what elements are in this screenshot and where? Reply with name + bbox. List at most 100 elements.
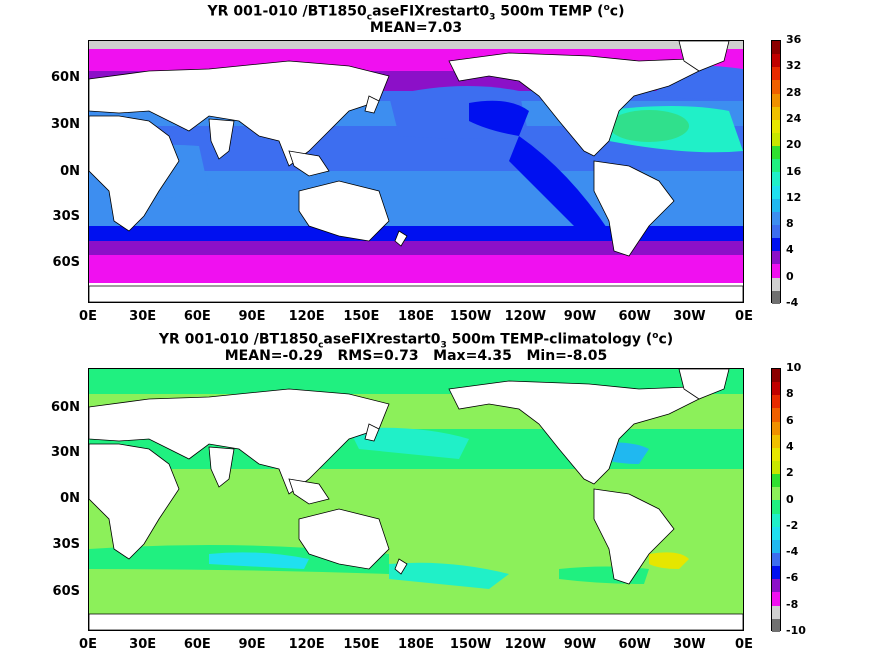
top-colorbar-segment [772, 132, 780, 147]
bottom-colorbar-segment [772, 421, 780, 435]
bottom-colorbar-label: 2 [786, 466, 794, 480]
bottom-colorbar-label: -6 [786, 571, 799, 585]
bottom-lon-label: 120E [288, 637, 325, 652]
bottom-colorbar-label: -8 [786, 597, 799, 611]
bottom-colorbar-segment [772, 618, 780, 632]
bottom-lon-label: 120W [504, 637, 547, 652]
bottom-colorbar-label: -4 [786, 545, 799, 559]
bottom-colorbar-label: 6 [786, 413, 794, 427]
top-colorbar-segment [772, 251, 780, 265]
top-colorbar-segment [772, 54, 780, 68]
top-lon-label: 120E [288, 309, 325, 324]
bottom-lon-label: 90W [563, 637, 597, 652]
bottom-colorbar-segment [772, 395, 780, 409]
top-lat-label-30s: 30S [52, 209, 80, 224]
top-map [88, 40, 744, 303]
top-colorbar-segment [772, 224, 780, 239]
top-colorbar-segment [772, 264, 780, 278]
top-lon-label: 30W [673, 309, 706, 324]
top-lon-label: 150W [449, 309, 492, 324]
bottom-lon-label: 0E [79, 637, 97, 652]
top-colorbar [771, 40, 781, 304]
top-colorbar-label: 12 [786, 190, 802, 204]
top-colorbar-label: 0 [786, 269, 794, 283]
top-colorbar-label: 24 [786, 111, 802, 125]
bottom-lat-label-60s: 60S [52, 584, 80, 599]
bottom-map-title: YR 001-010 /BT1850caseFIXrestart03 500m … [158, 331, 674, 351]
bottom-colorbar-segment [772, 460, 780, 475]
bottom-colorbar-segment [772, 382, 780, 396]
bottom-map [88, 368, 744, 631]
top-colorbar-segment [772, 198, 780, 212]
bottom-colorbar-segment [772, 552, 780, 567]
top-colorbar-segment [772, 80, 780, 94]
top-lon-label: 30E [129, 309, 157, 324]
bottom-lon-label: 90E [238, 637, 266, 652]
bottom-colorbar-label: 4 [786, 439, 794, 453]
bottom-lon-label: 30E [129, 637, 157, 652]
bottom-colorbar-label: 10 [786, 361, 802, 374]
top-colorbar-segment [772, 67, 780, 81]
top-colorbar-label: 28 [786, 85, 802, 99]
top-colorbar-label: 32 [786, 59, 802, 73]
bottom-lat-label-0n: 0N [60, 491, 80, 506]
bottom-colorbar-segment [772, 566, 780, 580]
top-lat-label-0n: 0N [60, 164, 80, 179]
top-colorbar-segment [772, 290, 780, 304]
top-colorbar-label: -4 [786, 296, 799, 309]
bottom-lat-label-30s: 30S [52, 537, 80, 552]
top-colorbar-segment [772, 238, 780, 252]
bottom-map-plot [89, 369, 743, 630]
top-colorbar-segment [772, 41, 780, 55]
top-map-title: YR 001-010 /BT1850caseFIXrestart03 500m … [207, 3, 625, 23]
bottom-colorbar-segment [772, 434, 780, 448]
bottom-colorbar-segment [772, 487, 780, 501]
top-lon-label: 60E [183, 309, 211, 324]
top-lon-label: 150E [343, 309, 380, 324]
top-colorbar-segment [772, 172, 780, 186]
bottom-lat-label-60n: 60N [51, 400, 80, 415]
bottom-colorbar-segment [772, 579, 780, 593]
top-lon-label: 60W [618, 309, 651, 324]
bottom-colorbar-label: 8 [786, 387, 794, 401]
bottom-lon-label: 60E [183, 637, 211, 652]
bottom-map-stats: MEAN=-0.29 RMS=0.73 Max=4.35 Min=-8.05 [224, 348, 608, 364]
top-lon-label: 90E [238, 309, 266, 324]
top-colorbar-label: 8 [786, 217, 794, 231]
bottom-colorbar-segment [772, 500, 780, 514]
bottom-colorbar-segment [772, 539, 780, 553]
top-colorbar-label: 20 [786, 138, 802, 152]
bottom-colorbar-label: 0 [786, 492, 794, 506]
bottom-colorbar-segment [772, 447, 780, 461]
top-colorbar-segment [772, 211, 780, 225]
bottom-lon-label: 30W [673, 637, 706, 652]
bottom-colorbar-segment [772, 605, 780, 619]
top-colorbar-segment [772, 146, 780, 160]
bottom-colorbar-label: -2 [786, 518, 799, 532]
top-lon-label: 120W [504, 309, 547, 324]
top-colorbar-segment [772, 185, 780, 199]
top-colorbar-segment [772, 93, 780, 107]
top-lon-label: 0E [79, 309, 97, 324]
bottom-lon-label: 150E [343, 637, 380, 652]
top-colorbar-segment [772, 277, 780, 291]
top-map-plot [89, 41, 743, 302]
bottom-colorbar-segment [772, 408, 780, 422]
top-lat-label-30n: 30N [51, 117, 80, 132]
bottom-colorbar-segment [772, 526, 780, 540]
top-lon-label: 180E [397, 309, 435, 324]
top-colorbar-segment [772, 119, 780, 133]
bottom-lat-label-30n: 30N [51, 445, 80, 460]
top-map-stats: MEAN=7.03 [369, 20, 463, 36]
top-lon-label: 0E [735, 309, 753, 324]
bottom-colorbar [771, 368, 781, 632]
top-lat-label-60n: 60N [51, 70, 80, 85]
bottom-lon-label: 180E [397, 637, 435, 652]
top-colorbar-segment [772, 106, 780, 120]
top-colorbar-label: 4 [786, 243, 794, 257]
bottom-lon-label: 0E [735, 637, 753, 652]
bottom-lon-label: 150W [449, 637, 492, 652]
bottom-colorbar-segment [772, 513, 780, 527]
bottom-colorbar-segment [772, 369, 780, 383]
top-colorbar-label: 36 [786, 33, 802, 46]
